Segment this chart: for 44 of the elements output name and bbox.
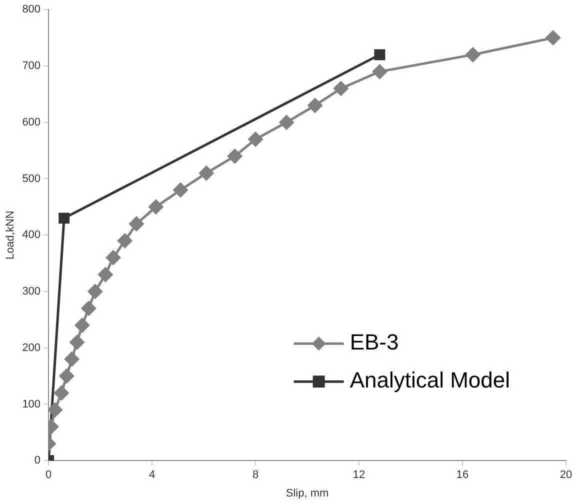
point [54, 386, 69, 400]
point [81, 301, 96, 316]
y-tick-label: 200 [22, 342, 41, 354]
legend-label: Analytical Model [350, 368, 510, 393]
point [58, 212, 70, 224]
y-tick-label: 800 [22, 4, 41, 16]
y-tick-label: 0 [34, 454, 41, 467]
x-tick-label: 8 [252, 469, 259, 482]
y-tick-label: 500 [22, 172, 41, 185]
point [59, 368, 74, 384]
point [88, 284, 102, 299]
y-tick-label: 100 [22, 398, 41, 410]
point [74, 318, 90, 333]
y-axis-title: Load,kNN [4, 210, 17, 260]
point [199, 166, 214, 180]
point [308, 98, 322, 113]
legend-label: EB-3 [350, 330, 399, 355]
point [466, 47, 480, 62]
y-tick-label: 600 [22, 116, 41, 128]
point [129, 216, 144, 232]
point [372, 64, 387, 79]
point [546, 30, 560, 46]
y-tick-label: 300 [22, 286, 41, 298]
x-tick-label: 0 [45, 469, 52, 482]
x-axis-title: Slip, mm [286, 487, 329, 500]
x-tick-label: 12 [352, 469, 366, 482]
point [248, 132, 263, 147]
point [334, 81, 348, 96]
y-tick-label: 400 [22, 229, 41, 242]
point [148, 200, 164, 214]
point [279, 115, 294, 130]
point [48, 402, 62, 418]
x-tick-label: 4 [148, 469, 156, 482]
y-tick-label: 700 [22, 60, 41, 72]
point [173, 182, 188, 198]
point [64, 352, 80, 366]
point [98, 267, 113, 282]
point [374, 49, 386, 60]
x-tick-label: 20 [560, 469, 572, 482]
point [118, 233, 132, 248]
x-tick-label: 16 [456, 469, 469, 482]
point [228, 148, 242, 164]
point [70, 334, 84, 350]
point [106, 250, 120, 265]
